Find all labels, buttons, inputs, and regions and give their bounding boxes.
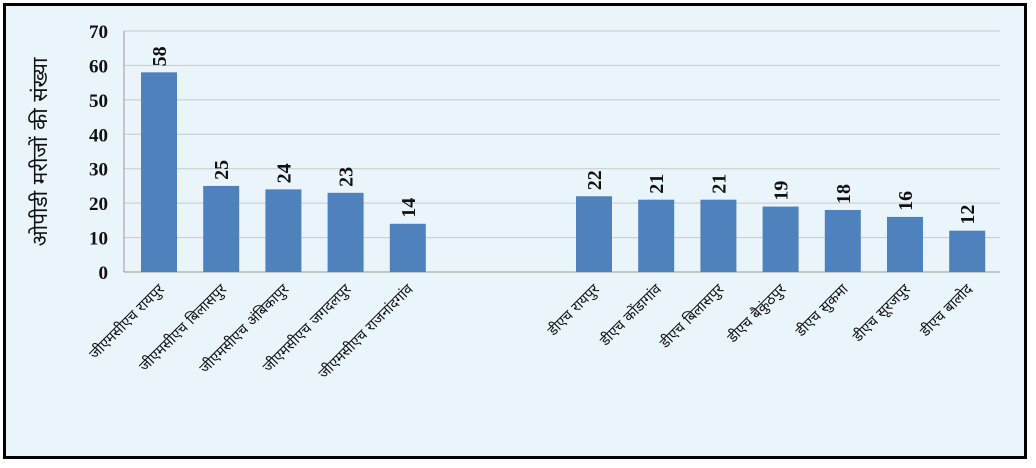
data-label: 24 [273,163,295,183]
category-label: डीएच बैकुंठपुर [723,280,790,347]
category-labels: जीएमसीएच रायपुरजीएमसीएच बिलासपुरजीएमसीएच… [86,280,976,382]
data-label: 14 [398,198,420,218]
y-tick-label: 40 [89,125,108,146]
bar [389,223,426,272]
bars [141,72,986,272]
category-label: डीएच बालोद [916,281,976,341]
data-label: 18 [833,184,855,204]
data-label: 19 [771,181,793,201]
bar [762,206,799,272]
bar [700,199,737,272]
y-tick-label: 20 [89,194,108,215]
y-tick-label: 0 [99,263,109,284]
data-label: 16 [895,191,917,211]
y-tick-label: 30 [89,160,108,181]
bar [824,210,861,272]
category-label: डीएच सुकमा [792,281,852,341]
bar [949,230,986,272]
gridlines [124,30,1000,239]
data-label: 23 [336,167,358,187]
bar [265,189,302,272]
bar [203,185,240,272]
data-label: 12 [957,205,979,225]
y-tick-label: 50 [89,91,108,112]
category-label: डीएच रायपुर [544,280,604,340]
data-label: 25 [211,160,233,180]
data-label: 58 [149,46,171,66]
bar [141,72,177,272]
y-tick-label: 60 [89,56,108,77]
bar [887,216,923,272]
y-tick-label: 10 [89,229,108,250]
y-axis-title: ओपीडी मरीजों की संख्या [28,57,52,246]
bar [638,199,675,272]
bar [327,192,364,272]
data-label: 22 [584,170,606,190]
y-tick-label: 70 [89,22,108,43]
category-label: डीएच कोंडागांव [596,280,666,350]
category-label: डीएच बिलासपुर [656,280,728,352]
bar [576,196,612,272]
data-labels: 58 25 24 23 14 22 21 21 19 18 16 12 [149,46,979,224]
category-label: डीएच सूरजपुर [849,280,915,346]
data-label: 21 [646,174,668,194]
data-label: 21 [708,174,730,194]
